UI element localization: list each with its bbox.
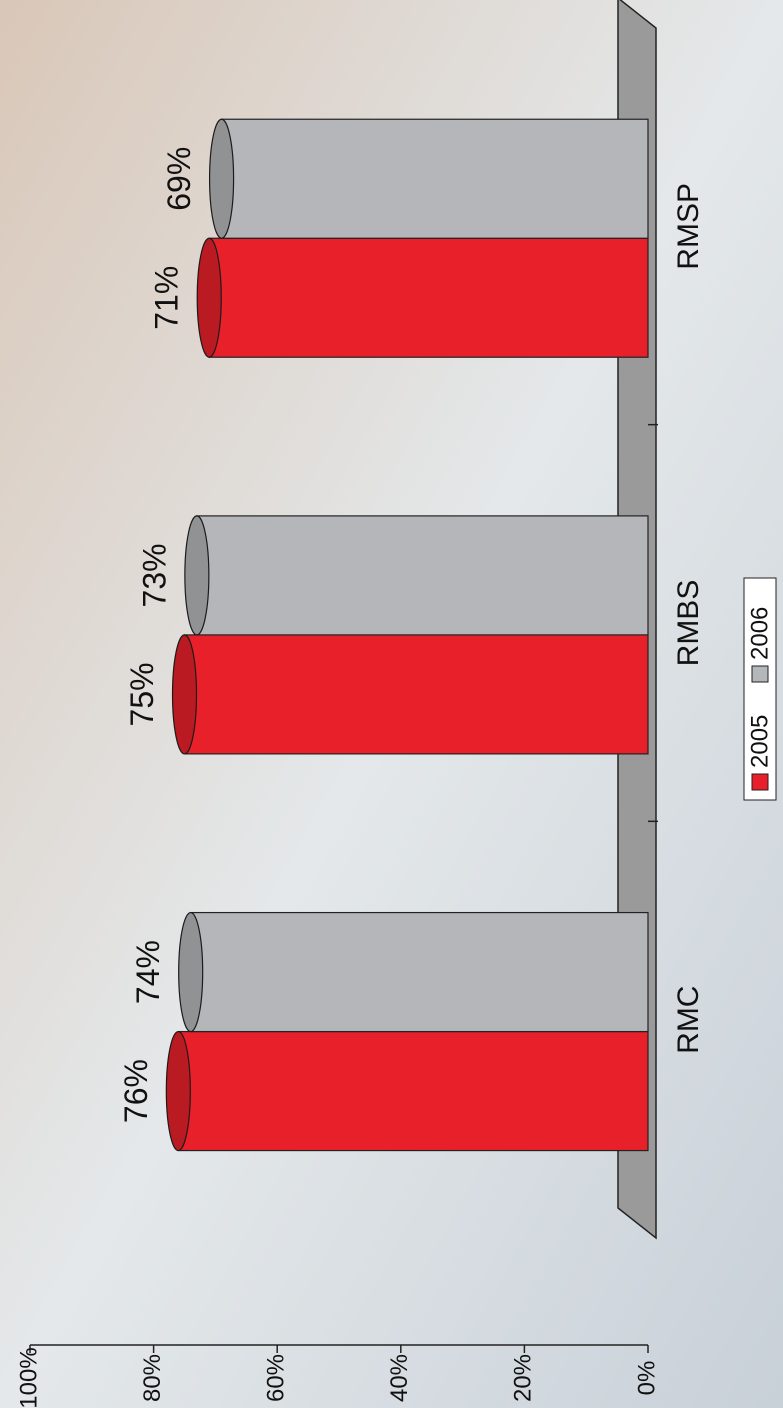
value-label: 74% — [130, 940, 166, 1004]
y-tick-label: 100% — [15, 1347, 42, 1408]
chart: 0% 20% 40% 60% 80% 100% RMC 76% 74% RMBS 75% 73% RMS… — [0, 0, 783, 1408]
bar-group: 73% — [136, 516, 648, 635]
y-tick-label: 60% — [263, 1354, 290, 1402]
value-label: 71% — [149, 266, 185, 330]
x-tick-label: RMBS — [672, 580, 705, 667]
value-label: 75% — [124, 662, 160, 726]
bar — [197, 516, 648, 635]
legend-swatch — [752, 774, 768, 790]
bar — [178, 1032, 648, 1151]
bar-cap — [185, 516, 209, 635]
bar-cap — [210, 119, 234, 238]
value-label: 76% — [118, 1059, 154, 1123]
y-tick-label: 20% — [510, 1354, 537, 1402]
bar-group: 74% — [130, 913, 648, 1032]
bar-cap — [197, 238, 221, 357]
y-tick-label: 40% — [386, 1354, 413, 1402]
bar-group: 69% — [161, 119, 648, 238]
bar-group: 76% — [118, 1032, 648, 1151]
bar-cap — [173, 635, 197, 754]
bar-cap — [166, 1032, 190, 1151]
value-label: 73% — [136, 543, 172, 607]
bar — [191, 913, 648, 1032]
legend-label: 2005 — [746, 715, 773, 768]
bar — [185, 635, 649, 754]
bar — [209, 238, 648, 357]
bar — [222, 119, 648, 238]
x-tick-label: RMC — [672, 986, 705, 1054]
x-tick-label: RMSP — [672, 183, 705, 270]
bar-cap — [179, 913, 203, 1032]
bar-group: 71% — [149, 238, 648, 357]
value-label: 69% — [161, 147, 197, 211]
y-tick-label: 80% — [139, 1354, 166, 1402]
y-tick-label: 0% — [633, 1361, 660, 1396]
bar-group: 75% — [124, 635, 648, 754]
legend-label: 2006 — [746, 607, 773, 660]
legend-swatch — [752, 666, 768, 682]
